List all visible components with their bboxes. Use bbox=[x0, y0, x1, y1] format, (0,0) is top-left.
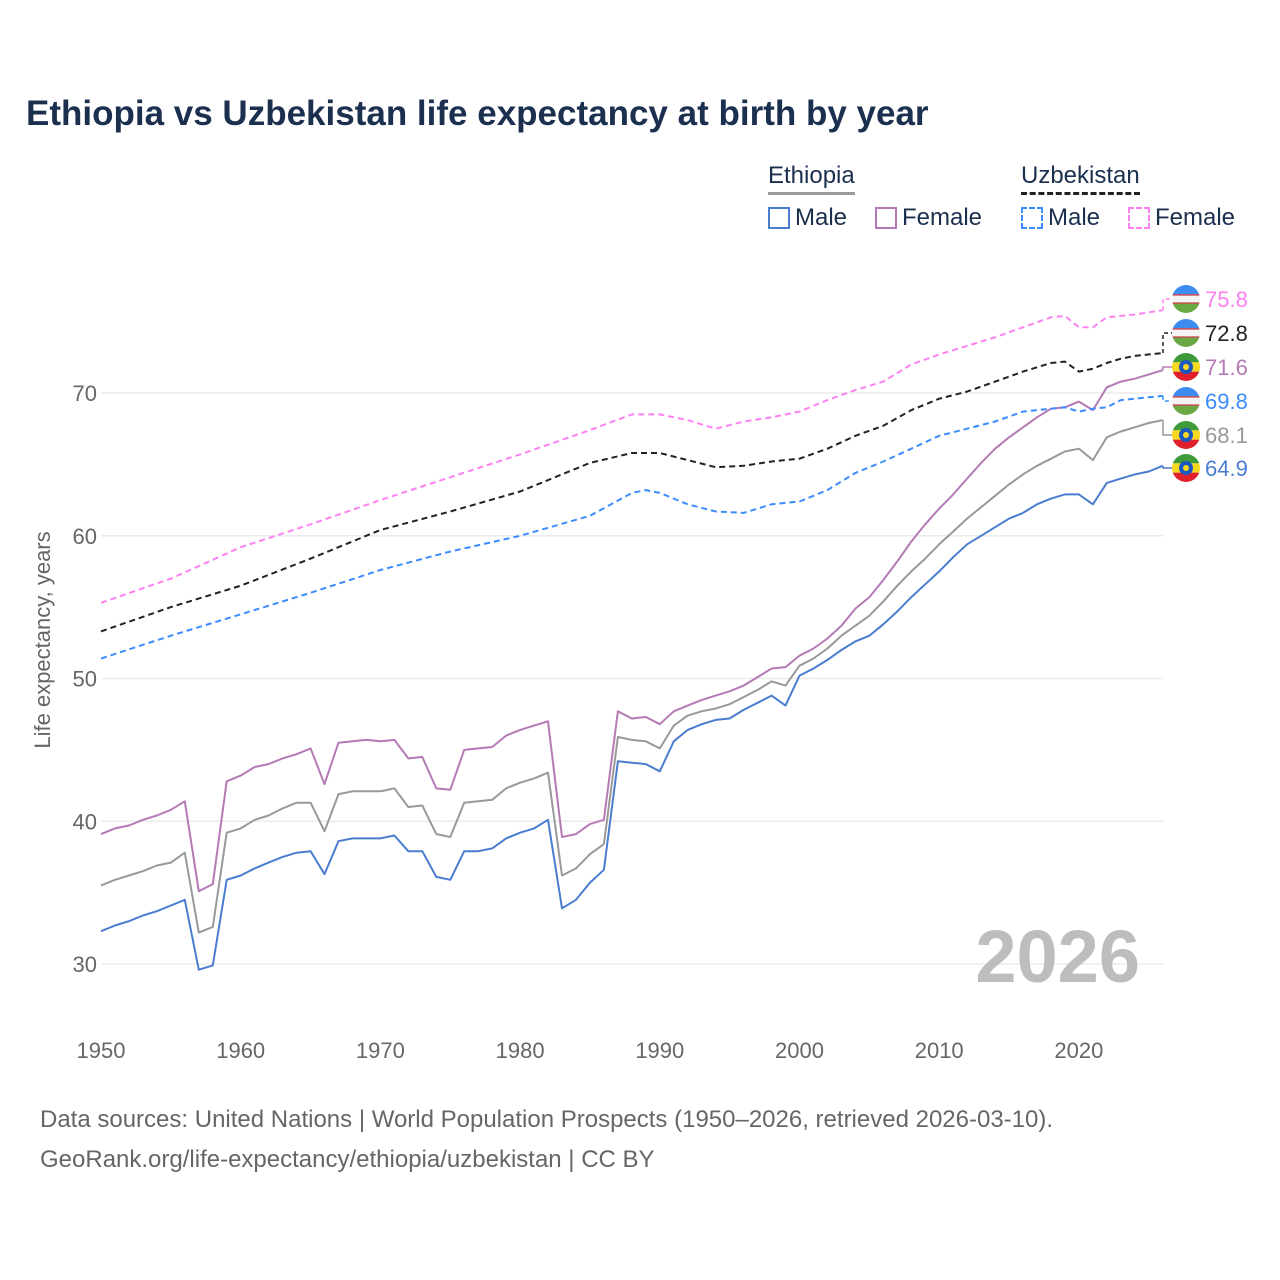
legend-label: Male bbox=[1048, 204, 1101, 231]
series-line-ethiopia-total bbox=[100, 419, 1163, 934]
end-value-label: 72.8 bbox=[1205, 321, 1248, 346]
series-line-ethiopia-female bbox=[100, 369, 1163, 893]
x-tick-label: 2020 bbox=[1054, 1038, 1103, 1063]
x-tick-label: 1970 bbox=[356, 1038, 405, 1063]
end-connector bbox=[1162, 332, 1172, 353]
y-tick-label: 30 bbox=[73, 952, 97, 977]
legend-swatch bbox=[875, 207, 897, 229]
y-tick-label: 60 bbox=[73, 524, 97, 549]
end-connector bbox=[1162, 395, 1172, 402]
x-tick-label: 2010 bbox=[915, 1038, 964, 1063]
end-value-label: 68.1 bbox=[1205, 423, 1248, 448]
end-connector bbox=[1162, 420, 1172, 436]
legend-swatch bbox=[1128, 207, 1150, 229]
legend-group-ethiopia: Ethiopia bbox=[768, 162, 855, 195]
ethiopia-flag-icon bbox=[1172, 454, 1200, 482]
footer-sources: Data sources: United Nations | World Pop… bbox=[40, 1106, 1054, 1133]
x-tick-label: 1980 bbox=[496, 1038, 545, 1063]
legend-label: Female bbox=[1155, 204, 1236, 231]
ethiopia-flag-icon bbox=[1172, 353, 1200, 381]
legend-swatch bbox=[768, 207, 790, 229]
x-tick-label: 2000 bbox=[775, 1038, 824, 1063]
ethiopia-flag-icon bbox=[1172, 421, 1200, 449]
legend-label: Male bbox=[795, 204, 848, 231]
end-connector bbox=[1162, 465, 1172, 469]
legend-item-ethiopia-male[interactable]: Male bbox=[768, 204, 847, 232]
y-tick-label: 40 bbox=[73, 809, 97, 834]
uzbekistan-flag-icon bbox=[1172, 285, 1200, 313]
x-tick-label: 1960 bbox=[216, 1038, 265, 1063]
end-connector bbox=[1162, 366, 1172, 371]
series-line-uzbekistan-total bbox=[100, 352, 1163, 633]
year-watermark: 2026 bbox=[975, 915, 1140, 998]
legend-swatch bbox=[1021, 207, 1043, 229]
x-tick-label: 1990 bbox=[635, 1038, 684, 1063]
chart-title: Ethiopia vs Uzbekistan life expectancy a… bbox=[26, 94, 929, 133]
legend-group-uzbekistan: Uzbekistan bbox=[1021, 162, 1140, 195]
end-value-label: 71.6 bbox=[1205, 355, 1248, 380]
y-tick-label: 70 bbox=[73, 381, 97, 406]
end-value-label: 64.9 bbox=[1205, 456, 1248, 481]
x-tick-label: 1950 bbox=[77, 1038, 126, 1063]
legend-item-ethiopia-female[interactable]: Female bbox=[875, 204, 982, 232]
end-connector bbox=[1162, 298, 1172, 311]
uzbekistan-flag-icon bbox=[1172, 387, 1200, 415]
y-tick-label: 50 bbox=[73, 667, 97, 692]
uzbekistan-flag-icon bbox=[1172, 319, 1200, 347]
series-line-ethiopia-male bbox=[100, 464, 1164, 971]
footer-url: GeoRank.org/life-expectancy/ethiopia/uzb… bbox=[40, 1146, 655, 1173]
legend-item-uzbekistan-male[interactable]: Male bbox=[1021, 204, 1100, 232]
series-line-uzbekistan-male bbox=[100, 394, 1163, 660]
end-value-label: 75.8 bbox=[1205, 287, 1248, 312]
y-axis-title: Life expectancy, years bbox=[30, 531, 55, 748]
end-value-label: 69.8 bbox=[1205, 389, 1248, 414]
legend-item-uzbekistan-female[interactable]: Female bbox=[1128, 204, 1235, 232]
legend-label: Female bbox=[902, 204, 983, 231]
series-line-uzbekistan-female bbox=[100, 309, 1163, 604]
